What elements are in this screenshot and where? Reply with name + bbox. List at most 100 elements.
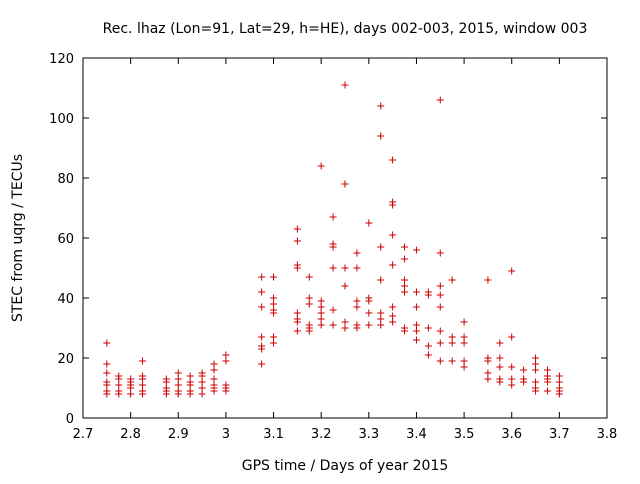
data-point (353, 303, 361, 311)
data-point (412, 327, 420, 335)
data-point (460, 333, 468, 341)
data-point (270, 309, 278, 317)
data-point (115, 375, 123, 383)
data-point (139, 381, 147, 389)
data-point (377, 243, 385, 251)
data-point (115, 390, 123, 398)
data-point (174, 375, 182, 383)
data-point (484, 375, 492, 383)
data-point (127, 384, 135, 392)
data-point (532, 387, 540, 395)
data-point (460, 357, 468, 365)
data-point (341, 324, 349, 332)
data-point (341, 318, 349, 326)
y-tick-label: 60 (57, 232, 74, 247)
data-point (103, 339, 111, 347)
data-point (305, 300, 313, 308)
data-point (496, 378, 504, 386)
data-point (436, 327, 444, 335)
data-point (198, 384, 206, 392)
data-point (401, 327, 409, 335)
data-point (174, 390, 182, 398)
data-point (353, 297, 361, 305)
data-point (329, 306, 337, 314)
data-point (186, 372, 194, 380)
data-point (317, 162, 325, 170)
data-point (532, 378, 540, 386)
data-point (532, 360, 540, 368)
data-point (353, 324, 361, 332)
data-point (532, 366, 540, 374)
data-point (162, 390, 170, 398)
data-point (401, 243, 409, 251)
data-point (401, 276, 409, 284)
data-point (460, 318, 468, 326)
data-point (412, 336, 420, 344)
chart-title: Rec. lhaz (Lon=91, Lat=29, h=HE), days 0… (103, 21, 588, 37)
data-point (460, 339, 468, 347)
x-tick-label: 3.5 (454, 427, 475, 442)
data-point (103, 369, 111, 377)
data-point (389, 201, 397, 209)
data-point (555, 378, 563, 386)
y-tick-label: 80 (57, 172, 74, 187)
data-point (103, 381, 111, 389)
data-point (329, 321, 337, 329)
data-point (210, 387, 218, 395)
data-point (460, 363, 468, 371)
data-points (103, 81, 563, 398)
data-point (484, 357, 492, 365)
data-point (448, 357, 456, 365)
data-point (139, 390, 147, 398)
data-point (270, 294, 278, 302)
data-point (496, 339, 504, 347)
data-point (377, 102, 385, 110)
data-point (377, 132, 385, 140)
data-point (401, 255, 409, 263)
data-point (317, 309, 325, 317)
data-point (484, 369, 492, 377)
data-point (555, 372, 563, 380)
data-point (436, 339, 444, 347)
data-point (317, 315, 325, 323)
data-point (543, 387, 551, 395)
x-tick-label: 3 (222, 427, 230, 442)
data-point (305, 294, 313, 302)
data-point (210, 360, 218, 368)
data-point (508, 381, 516, 389)
data-point (365, 219, 373, 227)
data-point (139, 357, 147, 365)
data-point (329, 243, 337, 251)
data-point (401, 282, 409, 290)
data-point (341, 282, 349, 290)
data-point (436, 303, 444, 311)
data-point (210, 375, 218, 383)
data-point (424, 291, 432, 299)
axis-ticks: 2.7 2.8 2.9 3 3.1 3.2 3.3 3.4 3.5 3.6 3.7 3.8 0 20 40 6… (49, 52, 617, 442)
data-point (448, 333, 456, 341)
data-point (198, 390, 206, 398)
x-tick-label: 3.1 (263, 427, 284, 442)
data-point (377, 309, 385, 317)
data-point (365, 297, 373, 305)
data-point (520, 378, 528, 386)
data-point (341, 264, 349, 272)
data-point (305, 273, 313, 281)
data-point (389, 318, 397, 326)
x-tick-label: 2.8 (120, 427, 141, 442)
data-point (424, 342, 432, 350)
data-point (436, 282, 444, 290)
data-point (496, 363, 504, 371)
data-point (317, 303, 325, 311)
data-point (389, 261, 397, 269)
data-point (389, 303, 397, 311)
data-point (127, 390, 135, 398)
data-point (389, 156, 397, 164)
data-point (365, 309, 373, 317)
y-axis-label: STEC from uqrg / TECUs (10, 154, 26, 322)
data-point (222, 357, 230, 365)
data-point (186, 390, 194, 398)
data-point (329, 264, 337, 272)
data-point (103, 390, 111, 398)
data-point (377, 276, 385, 284)
